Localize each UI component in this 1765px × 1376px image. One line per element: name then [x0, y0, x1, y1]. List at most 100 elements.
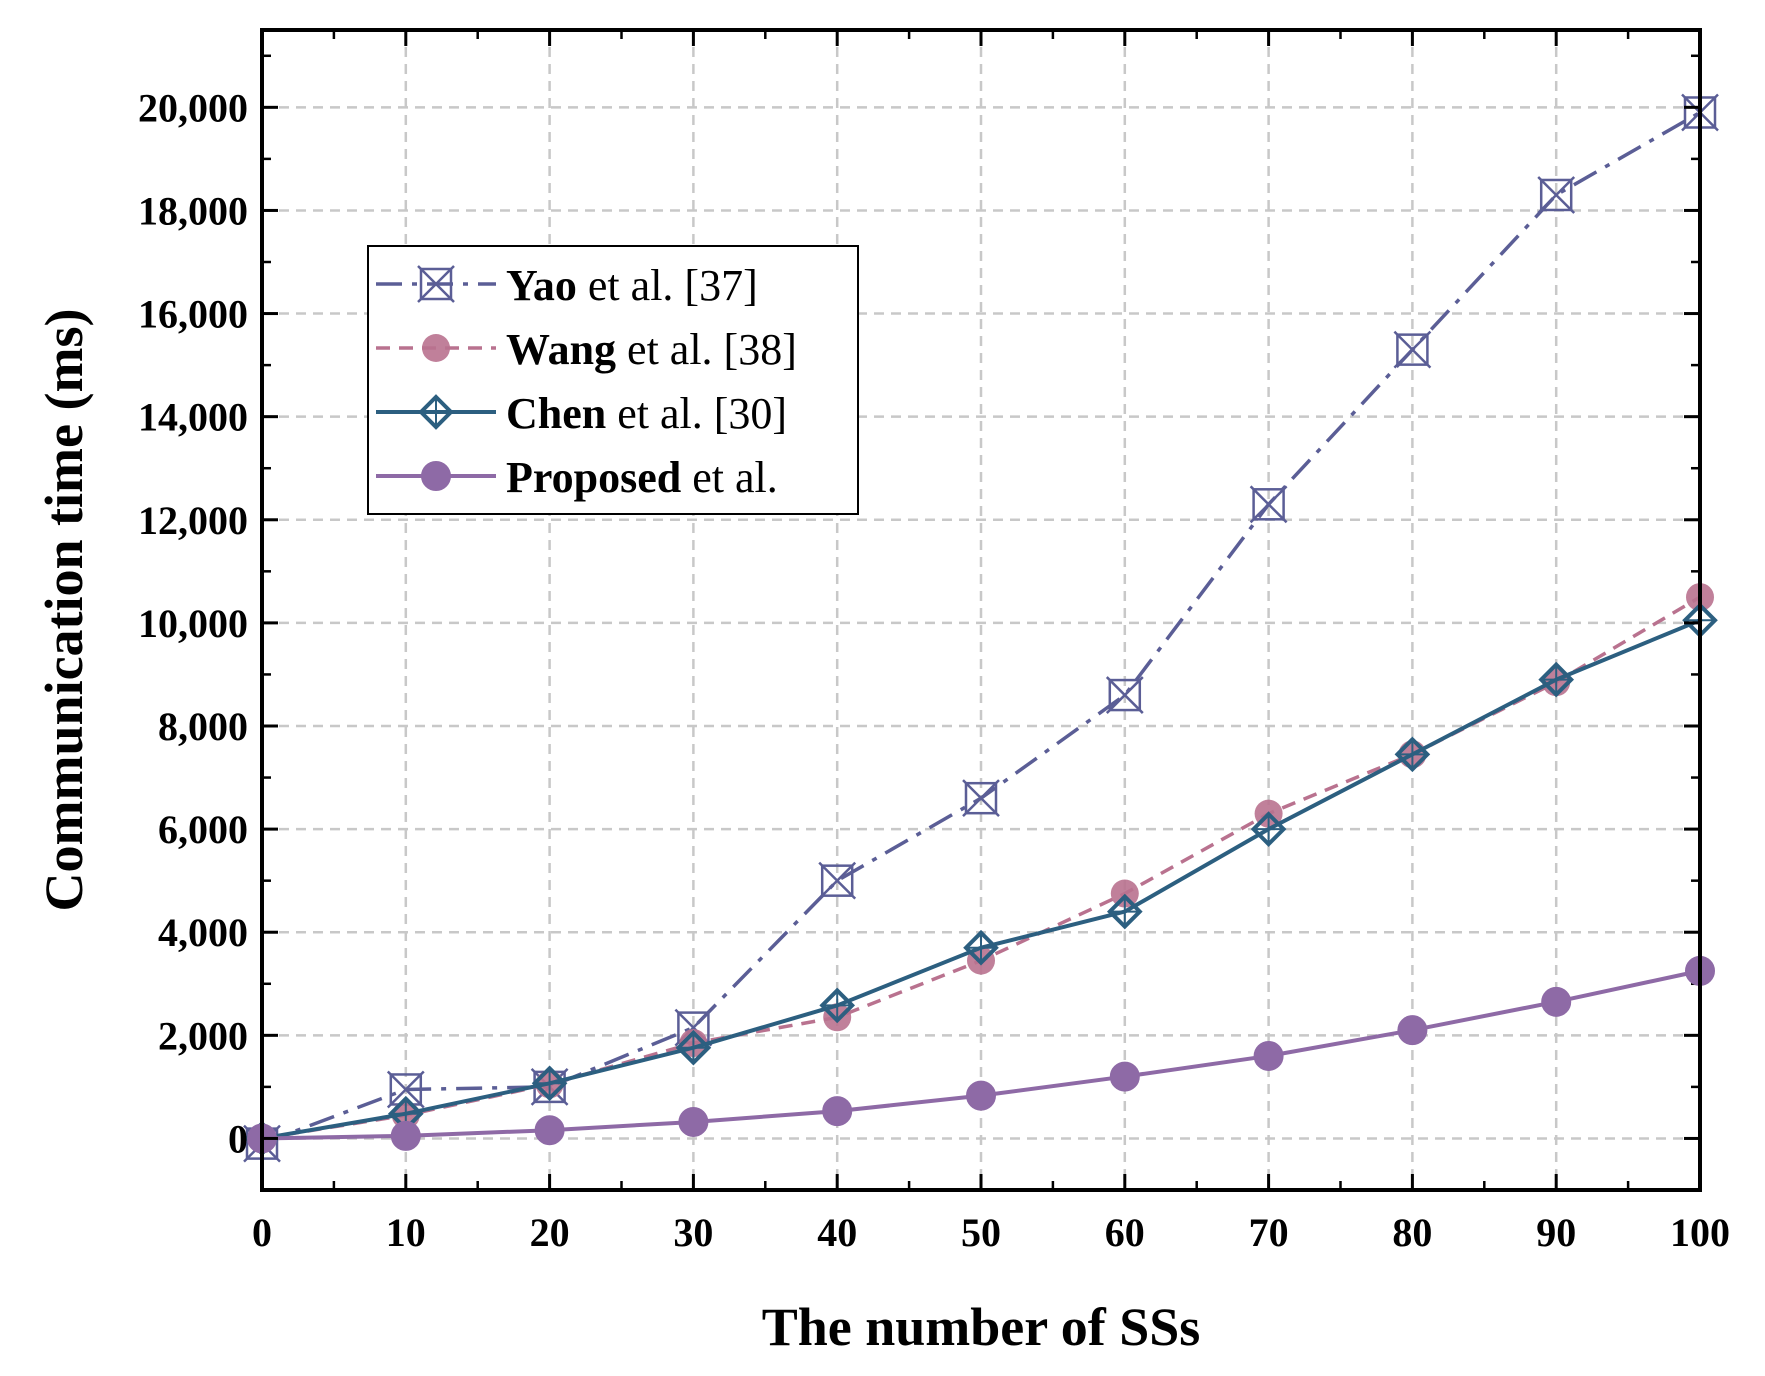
y-tick-labels: 0 2,000 4,000 6,000 8,000 10,000 12,000 14,000 1… [138, 85, 248, 1161]
y-tick-label: 18,000 [138, 188, 248, 233]
legend-label: Wang et al. [38] [506, 325, 797, 374]
legend-label-bold: Wang [506, 325, 616, 374]
y-tick-label: 14,000 [138, 395, 248, 440]
marker-cross-b [1105, 676, 1144, 714]
data-point-marker [963, 929, 999, 966]
y-tick-label: 8,000 [158, 704, 248, 749]
data-point-marker [531, 1065, 568, 1102]
data-point-marker [390, 1120, 421, 1151]
y-tick-label: 6,000 [158, 807, 248, 852]
legend-entry: Yao et al. [37] [376, 261, 758, 310]
data-point-marker [818, 861, 857, 900]
legend-entry: Proposed et al. [376, 453, 778, 502]
legend-label-rest: et al. [37] [577, 261, 758, 310]
x-tick-labels: 0 10 20 30 40 50 60 70 80 90 100 [252, 1210, 1730, 1255]
legend-label-rest: et al. [38] [616, 325, 797, 374]
y-tick-label: 0 [228, 1116, 248, 1161]
x-axis-label: The number of SSs [762, 1297, 1201, 1357]
data-point-marker [422, 334, 450, 362]
marker-filled-circle [1109, 1061, 1140, 1092]
marker-cross-b [818, 861, 857, 900]
y-tick-label: 12,000 [138, 498, 248, 543]
marker-filled-circle [822, 1096, 853, 1127]
data-point-marker [1105, 676, 1144, 714]
marker-circle [1110, 879, 1139, 908]
data-point-marker [1537, 176, 1576, 214]
legend-entry: Chen et al. [30] [376, 389, 787, 438]
marker-square [419, 267, 453, 301]
marker-square [1539, 178, 1573, 212]
data-point-marker [819, 987, 856, 1024]
marker-circle [422, 334, 450, 362]
data-point-marker [1538, 661, 1575, 698]
x-tick-label: 100 [1670, 1210, 1730, 1255]
marker-cross-b [417, 265, 455, 303]
data-point-marker [675, 1029, 712, 1066]
marker-cross-b [1249, 485, 1288, 524]
marker-filled-circle [1397, 1015, 1428, 1046]
data-point-marker [1397, 1015, 1428, 1046]
data-point-marker [1541, 986, 1572, 1017]
marker-filled-circle [1541, 986, 1572, 1017]
data-point-marker [1106, 893, 1143, 930]
y-tick-label: 4,000 [158, 910, 248, 955]
legend-entry: Wang et al. [38] [376, 325, 797, 374]
data-point-marker [1394, 736, 1431, 773]
marker-filled-circle [390, 1120, 421, 1151]
x-tick-label: 0 [252, 1210, 272, 1255]
x-tick-label: 10 [386, 1210, 426, 1255]
marker-square [964, 781, 998, 815]
marker-square [820, 864, 854, 897]
marker-cross-b [962, 779, 1000, 818]
data-point-marker [1249, 485, 1288, 524]
legend-label: Proposed et al. [506, 453, 778, 502]
marker-cross-b [386, 1070, 425, 1109]
data-point-marker [534, 1115, 565, 1146]
legend-label-rest: et al. [681, 453, 778, 502]
legend-label: Chen et al. [30] [506, 389, 787, 438]
marker-filled-circle [421, 461, 451, 491]
data-point-marker [417, 265, 455, 303]
y-tick-label: 2,000 [158, 1013, 248, 1058]
data-point-marker [678, 1106, 709, 1137]
marker-filled-circle [966, 1080, 996, 1111]
x-tick-label: 60 [1105, 1210, 1145, 1255]
data-point-marker [962, 779, 1000, 818]
data-point-marker [1250, 811, 1287, 847]
marker-square [1396, 333, 1429, 366]
y-tick-label: 20,000 [138, 85, 248, 130]
data-point-marker [418, 394, 454, 430]
marker-square [1108, 678, 1142, 712]
data-point-marker [421, 461, 451, 491]
marker-cross-b [1393, 330, 1432, 369]
legend-label-bold: Chen [506, 389, 606, 438]
marker-filled-circle [1253, 1040, 1284, 1071]
marker-filled-circle [534, 1115, 565, 1146]
y-tick-label: 16,000 [138, 292, 248, 337]
data-point-marker [1253, 1040, 1284, 1071]
y-axis-label: Communication time (ms) [34, 309, 94, 912]
legend-label: Yao et al. [37] [506, 261, 758, 310]
legend-box [367, 245, 859, 515]
data-point-marker [966, 1080, 996, 1111]
x-tick-label: 30 [673, 1210, 713, 1255]
x-tick-label: 80 [1392, 1210, 1432, 1255]
data-point-marker [1110, 879, 1139, 908]
marker-square [1252, 488, 1285, 521]
data-point-marker [822, 1096, 853, 1127]
legend-label-rest: et al. [30] [606, 389, 787, 438]
series-layer [243, 93, 1719, 1163]
grid-lines [262, 30, 1700, 1190]
x-tick-label: 90 [1536, 1210, 1576, 1255]
marker-cross-b [1537, 176, 1576, 214]
legend: Yao et al. [37]Wang et al. [38]Chen et a… [367, 245, 859, 515]
legend-label-bold: Yao [506, 261, 577, 310]
data-point-marker [1393, 330, 1432, 369]
x-tick-label: 70 [1249, 1210, 1289, 1255]
x-tick-label: 20 [530, 1210, 570, 1255]
x-tick-label: 40 [817, 1210, 857, 1255]
x-tick-label: 50 [961, 1210, 1001, 1255]
legend-label-bold: Proposed [506, 453, 681, 502]
